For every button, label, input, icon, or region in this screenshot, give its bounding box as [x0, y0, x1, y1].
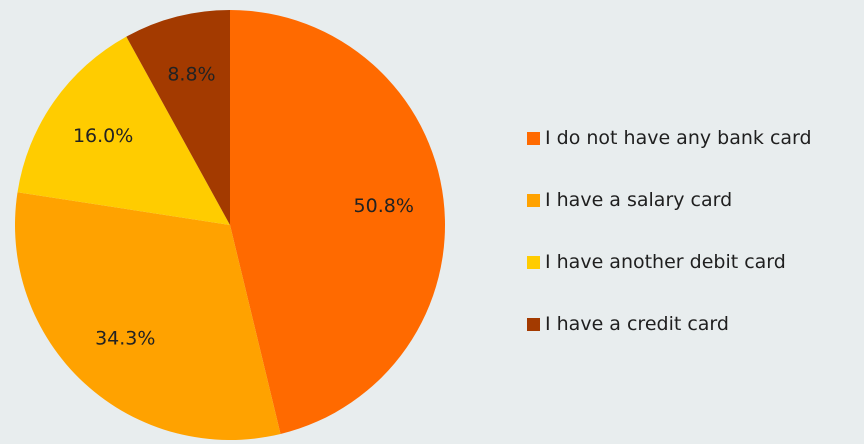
slice-data-label: 8.8%	[167, 64, 215, 86]
slice-another-debit-card	[17, 36, 230, 226]
slice-no-bank-card	[230, 10, 445, 434]
legend-item-credit-card: I have a credit card	[527, 306, 812, 342]
legend-label: I have a salary card	[545, 189, 733, 211]
legend-item-no-bank-card: I do not have any bank card	[527, 120, 812, 156]
legend-swatch	[527, 255, 540, 269]
slice-data-label: 16.0%	[73, 125, 133, 147]
legend-swatch	[527, 317, 540, 331]
legend-label: I have another debit card	[545, 251, 786, 273]
legend-label: I have a credit card	[545, 313, 729, 335]
slice-data-label: 50.8%	[354, 195, 414, 217]
legend-swatch	[527, 193, 540, 207]
legend-swatch	[527, 131, 540, 145]
legend-item-another-debit-card: I have another debit card	[527, 244, 812, 280]
slice-data-label: 34.3%	[95, 327, 155, 349]
chart-legend: I do not have any bank card I have a sal…	[527, 120, 812, 342]
slice-credit-card	[126, 10, 230, 225]
legend-label: I do not have any bank card	[545, 127, 812, 149]
legend-item-salary-card: I have a salary card	[527, 182, 812, 218]
slice-salary-card	[14, 192, 281, 440]
